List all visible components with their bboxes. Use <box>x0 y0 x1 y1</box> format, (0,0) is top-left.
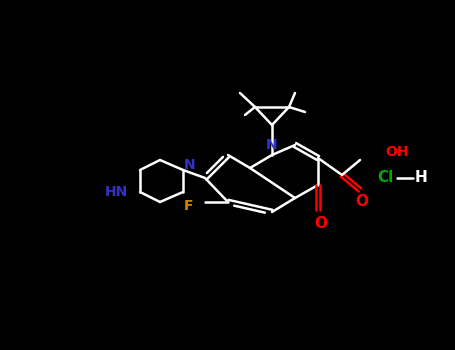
Text: HN: HN <box>105 185 128 199</box>
Text: O: O <box>355 195 369 210</box>
Text: OH: OH <box>385 145 409 159</box>
Text: O: O <box>314 217 328 231</box>
Text: N: N <box>266 138 278 152</box>
Text: N: N <box>184 158 196 172</box>
Text: Cl: Cl <box>377 170 393 186</box>
Text: H: H <box>415 170 427 186</box>
Text: F: F <box>183 199 193 213</box>
